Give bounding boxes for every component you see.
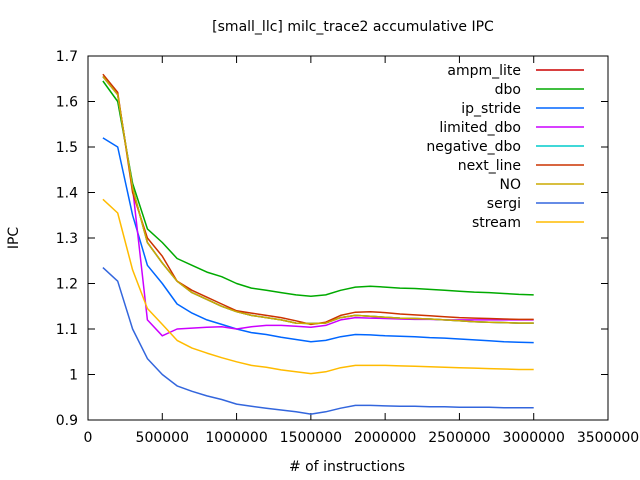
legend-label: sergi: [487, 196, 521, 212]
x-tick-label: 3000000: [503, 430, 565, 446]
x-axis-label: # of instructions: [289, 459, 405, 475]
legend-label: ip_stride: [461, 101, 521, 117]
y-tick-label: 1.7: [56, 49, 78, 65]
y-tick-label: 0.9: [56, 413, 78, 429]
series-line-no: [102, 76, 534, 325]
x-tick-label: 1000000: [205, 430, 267, 446]
series-line-sergi: [102, 267, 534, 415]
series-line-ip-stride: [102, 137, 534, 344]
y-tick-label: 1: [69, 368, 78, 384]
y-axis-label: IPC: [6, 227, 22, 250]
legend-label: dbo: [495, 82, 521, 98]
y-tick-label: 1.2: [56, 277, 78, 293]
legend-label: negative_dbo: [426, 139, 521, 155]
series-line-stream: [102, 198, 534, 375]
plot-frame: [87, 55, 609, 421]
legend-label: next_line: [458, 158, 521, 174]
y-tick-label: 1.3: [56, 231, 78, 247]
x-tick-label: 1500000: [280, 430, 342, 446]
chart-title: [small_llc] milc_trace2 accumulative IPC: [212, 19, 494, 35]
series-lines: [102, 73, 534, 415]
legend-label: limited_dbo: [439, 120, 521, 136]
y-tick-label: 1.6: [56, 95, 78, 111]
y-tick-label: 1.1: [56, 322, 78, 338]
axis-ticks: 0 500000 1000000 1500000 2000000 2500000 30000…: [56, 49, 639, 446]
y-tick-label: 1.5: [56, 140, 78, 156]
series-line-limited-dbo: [102, 76, 534, 337]
series-line-dbo: [102, 80, 534, 297]
legend-label: ampm_lite: [447, 63, 521, 79]
x-tick-label: 0: [84, 430, 93, 446]
x-tick-label: 2000000: [354, 430, 416, 446]
legend-label: NO: [500, 177, 522, 193]
x-tick-label: 3500000: [577, 430, 639, 446]
y-tick-label: 1.4: [56, 186, 78, 202]
x-tick-label: 500000: [136, 430, 189, 446]
legend-label: stream: [472, 215, 521, 231]
x-tick-label: 2500000: [428, 430, 490, 446]
